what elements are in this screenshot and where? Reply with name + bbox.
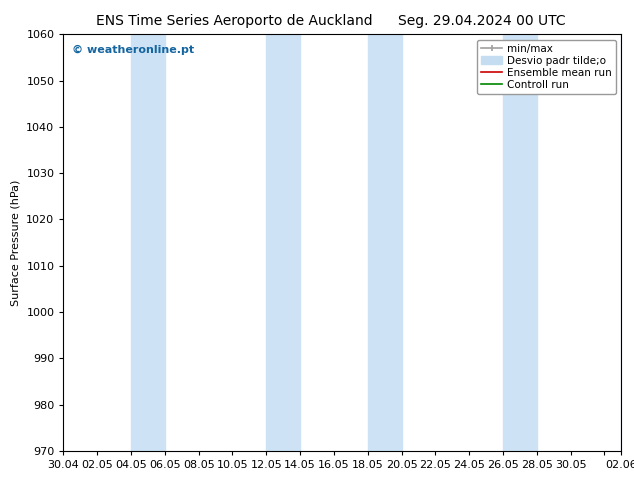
Bar	[621, 34, 634, 451]
Bar	[368, 34, 401, 451]
Text: ENS Time Series Aeroporto de Auckland: ENS Time Series Aeroporto de Auckland	[96, 14, 373, 28]
Bar	[266, 34, 300, 451]
Bar	[131, 34, 165, 451]
Legend: min/max, Desvio padr tilde;o, Ensemble mean run, Controll run: min/max, Desvio padr tilde;o, Ensemble m…	[477, 40, 616, 94]
Bar	[503, 34, 537, 451]
Text: © weatheronline.pt: © weatheronline.pt	[72, 45, 194, 55]
Text: Seg. 29.04.2024 00 UTC: Seg. 29.04.2024 00 UTC	[398, 14, 566, 28]
Y-axis label: Surface Pressure (hPa): Surface Pressure (hPa)	[11, 179, 21, 306]
